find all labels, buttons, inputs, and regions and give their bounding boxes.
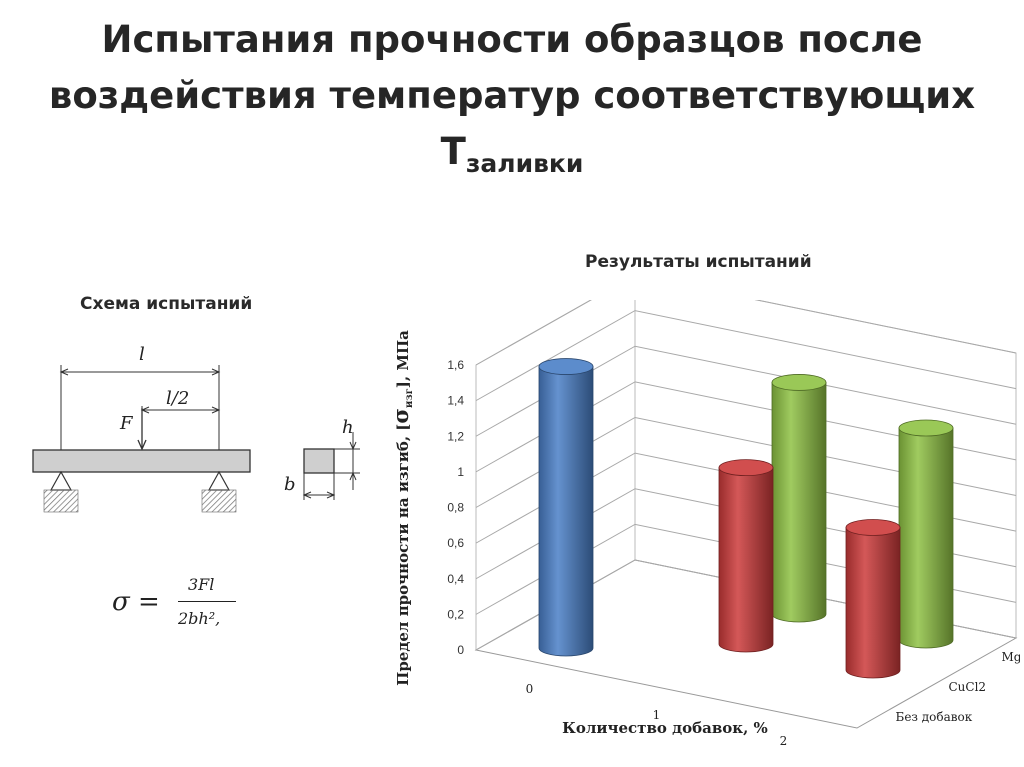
x-axis-label: Количество добавок, % <box>562 719 768 737</box>
formula-numerator: 3Fl <box>188 575 215 594</box>
bar-top <box>898 419 954 437</box>
bar-1-green <box>771 374 827 623</box>
chart-bars <box>538 358 954 679</box>
x-tick-label: 2 <box>780 734 788 748</box>
force-arrow <box>137 408 147 451</box>
y-tick-label: 0 <box>457 643 464 657</box>
slide-title: Испытания прочности образцов после возде… <box>48 18 976 178</box>
x-tick-label: 1 <box>653 708 661 722</box>
y-axis-label-pre: Предел прочности на изгиб, [ <box>394 424 412 686</box>
y-tick-label: 1 <box>457 465 464 479</box>
gridline <box>475 416 1017 508</box>
label-l: l <box>139 344 145 365</box>
chart-title: Результаты испытаний <box>585 252 812 272</box>
fraction-bar <box>178 601 236 602</box>
y-tick-label: 0,2 <box>447 607 464 621</box>
y-tick-label: 0,8 <box>447 501 464 515</box>
bar-1-red <box>718 459 774 653</box>
series-axis-label: MgSO4 <box>1002 650 1021 664</box>
series-axis-labels: MgSO4 CuCl2 Без добавок <box>896 650 1021 724</box>
y-axis-label-sub: изг <box>404 388 415 408</box>
label-l2: l/2 <box>166 388 189 409</box>
y-tick-label: 1,6 <box>447 358 464 372</box>
half-span-dimension <box>140 406 221 450</box>
bar-top <box>538 358 594 375</box>
section-dimensions <box>302 432 360 500</box>
label-h: h <box>342 417 354 438</box>
cross-section <box>303 448 335 474</box>
bar-2-red <box>845 519 901 679</box>
y-axis-label-post: ], МПа <box>394 330 412 388</box>
label-b: b <box>284 474 296 495</box>
scheme-title: Схема испытаний <box>80 294 253 314</box>
test-scheme-diagram: l l/2 F h b <box>32 344 360 513</box>
gridline <box>475 300 1017 366</box>
bar-body <box>845 527 901 679</box>
label-F: F <box>119 413 134 434</box>
y-tick-label: 1,4 <box>447 394 464 408</box>
title-subscript: заливки <box>465 149 584 178</box>
bar-top <box>718 459 774 477</box>
gridline <box>475 381 1017 473</box>
y-tick-label: 0,6 <box>447 536 464 550</box>
y-tick-label: 0,4 <box>447 572 464 586</box>
x-tick-labels: 0 1 2 <box>526 682 788 748</box>
x-tick-label: 0 <box>526 682 534 696</box>
bar-top <box>771 374 827 391</box>
bar-top <box>845 519 901 536</box>
gridline <box>475 345 1017 437</box>
bar-2-green <box>898 419 954 649</box>
bar-body <box>771 382 827 623</box>
bar-body <box>898 427 954 649</box>
formula-lhs: σ = <box>112 587 160 617</box>
y-tick-labels: 0 0,2 0,4 0,6 0,8 1 1,2 1,4 1,6 <box>447 358 464 657</box>
gridline <box>475 310 1017 402</box>
results-chart: 0 0,2 0,4 0,6 0,8 1 1,2 1,4 1,6 0 1 2 MgSO4 CuCl2 Бе… <box>388 300 1021 748</box>
series-axis-label: Без добавок <box>896 710 973 724</box>
span-dimension <box>59 365 221 450</box>
formula-denominator: 2bh², <box>178 609 221 628</box>
left-support <box>43 470 79 513</box>
series-axis-label: CuCl2 <box>949 680 987 694</box>
bar-body <box>538 366 594 657</box>
gridline <box>475 452 1017 544</box>
beam <box>32 449 251 473</box>
y-tick-label: 1,2 <box>447 429 464 443</box>
y-axis-label: Предел прочности на изгиб, [σизг], МПа <box>388 330 415 686</box>
y-axis-label-sigma: σ <box>388 408 413 423</box>
right-support <box>201 470 237 513</box>
bar-body <box>718 467 774 653</box>
bar-0-blue <box>538 358 594 657</box>
